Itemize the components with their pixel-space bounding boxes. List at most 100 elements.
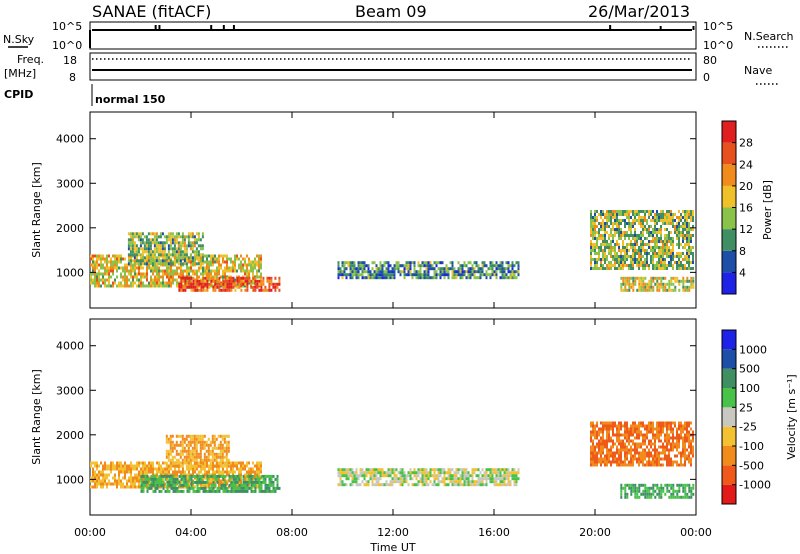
range-gate-cell: [129, 253, 132, 257]
range-gate-cell: [690, 210, 692, 213]
range-gate-cell: [373, 471, 376, 475]
range-gate-cell: [604, 267, 606, 270]
range-gate-cell: [142, 480, 145, 484]
range-gate-cell: [190, 474, 193, 478]
range-gate-cell: [156, 269, 158, 273]
range-gate-cell: [152, 474, 155, 478]
range-gate-cell: [614, 228, 616, 231]
range-gate-cell: [145, 244, 148, 248]
range-gate-cell: [166, 489, 169, 493]
range-gate-cell: [244, 257, 246, 261]
range-gate-cell: [187, 452, 190, 456]
range-gate-cell: [628, 276, 631, 280]
range-gate-cell: [208, 467, 210, 471]
range-gate-cell: [640, 240, 642, 243]
range-gate-cell: [515, 276, 518, 280]
range-gate-cell: [632, 219, 634, 222]
range-gate-cell: [242, 489, 245, 493]
range-gate-cell: [268, 279, 271, 283]
range-gate-cell: [590, 246, 592, 249]
range-gate-cell: [618, 264, 620, 267]
range-gate-cell: [662, 448, 664, 452]
range-gate-cell: [515, 477, 518, 481]
range-gate-cell: [122, 476, 124, 480]
range-gate-cell: [185, 449, 188, 453]
range-gate-cell: [355, 267, 358, 271]
range-gate-cell: [624, 489, 627, 493]
range-gate-cell: [146, 467, 148, 471]
range-gate-cell: [626, 252, 628, 255]
range-gate-cell: [654, 216, 656, 219]
range-gate-cell: [128, 269, 130, 273]
range-gate-cell: [503, 480, 506, 484]
range-gate-cell: [505, 273, 508, 277]
range-gate-cell: [652, 219, 654, 222]
range-gate-cell: [662, 213, 664, 216]
range-gate-cell: [419, 264, 422, 268]
range-gate-cell: [250, 486, 253, 490]
range-gate-cell: [184, 269, 186, 273]
range-gate-cell: [634, 255, 636, 258]
range-gate-cell: [217, 455, 220, 459]
range-gate-cell: [495, 480, 498, 484]
range-gate-cell: [684, 285, 687, 289]
range-gate-cell: [92, 461, 94, 465]
range-gate-cell: [223, 440, 226, 444]
range-gate-cell: [646, 231, 648, 234]
range-gate-cell: [256, 260, 258, 264]
range-gate-cell: [658, 454, 660, 458]
range-gate-cell: [656, 463, 658, 467]
range-gate-cell: [150, 467, 152, 471]
range-gate-cell: [648, 225, 650, 228]
range-gate-cell: [666, 421, 668, 425]
range-gate-cell: [618, 442, 620, 446]
range-gate-cell: [499, 480, 502, 484]
range-gate-cell: [108, 260, 110, 264]
range-gate-cell: [624, 276, 627, 280]
range-gate-cell: [172, 480, 175, 484]
range-gate-cell: [684, 288, 687, 292]
range-gate-cell: [260, 272, 262, 276]
range-gate-cell: [187, 440, 190, 444]
range-gate-cell: [646, 445, 648, 449]
range-gate-cell: [148, 486, 151, 490]
range-gate-cell: [628, 219, 630, 222]
range-gate-cell: [660, 430, 662, 434]
range-gate-cell: [377, 276, 380, 280]
range-gate-cell: [116, 254, 118, 258]
range-gate-cell: [351, 477, 354, 481]
range-gate-cell: [606, 439, 608, 443]
range-gate-cell: [112, 284, 114, 288]
range-gate-cell: [600, 237, 602, 240]
range-gate-cell: [610, 421, 612, 425]
range-gate-cell: [186, 285, 189, 289]
range-gate-cell: [686, 216, 688, 219]
range-gate-cell: [650, 430, 652, 434]
range-gate-cell: [208, 278, 210, 282]
range-gate-cell: [343, 261, 346, 265]
range-gate-cell: [365, 471, 368, 475]
range-gate-cell: [487, 273, 490, 277]
range-gate-cell: [664, 454, 666, 458]
range-gate-cell: [236, 257, 238, 261]
range-gate-cell: [622, 442, 624, 446]
range-gate-cell: [254, 282, 257, 286]
range-gate-cell: [684, 451, 686, 455]
range-gate-cell: [423, 270, 426, 274]
range-gate-cell: [151, 241, 154, 245]
range-gate-cell: [431, 474, 434, 478]
range-gate-cell: [612, 255, 614, 258]
range-gate-cell: [240, 483, 243, 487]
range-gate-cell: [654, 495, 657, 499]
colorbar-frame: [721, 329, 737, 505]
range-gate-cell: [148, 266, 150, 270]
range-gate-cell: [201, 434, 204, 438]
range-gate-cell: [180, 266, 182, 270]
range-gate-cell: [187, 464, 190, 468]
range-gate-cell: [150, 266, 152, 270]
range-gate-cell: [132, 275, 134, 279]
range-gate-cell: [345, 474, 348, 478]
range-gate-cell: [650, 442, 652, 446]
range-gate-cell: [658, 463, 660, 467]
colorbar-segment: [722, 229, 736, 251]
